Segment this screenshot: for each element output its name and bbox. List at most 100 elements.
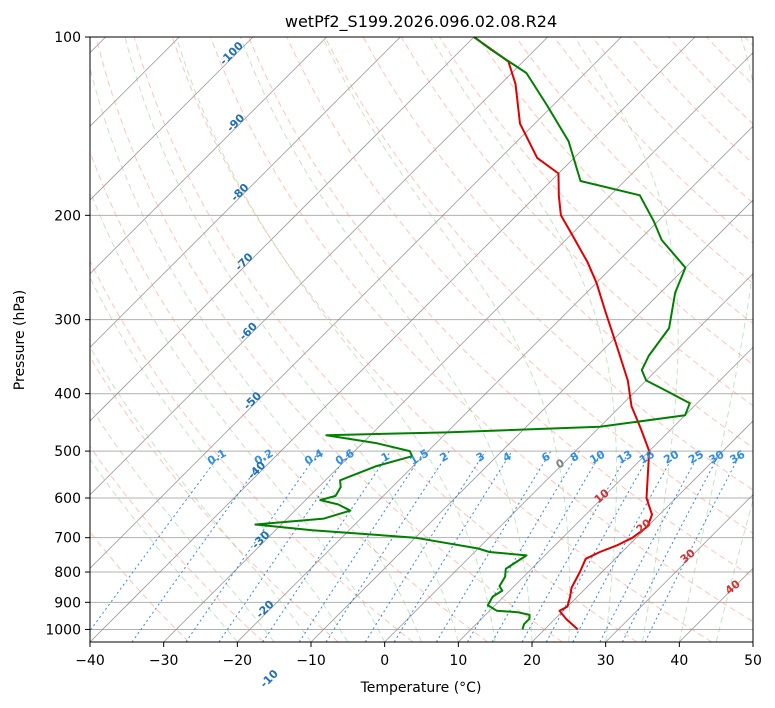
reference-lines [90,37,753,642]
isotherm-line [237,125,753,642]
mixing-ratio-label: 0.6 [333,446,357,467]
data-series [254,37,691,631]
moist-adiabat-line [90,189,386,642]
dry-adiabat-line [553,37,753,244]
isotherm-line [679,567,753,642]
y-tick-label: 600 [54,491,81,507]
mixing-ratio-line [572,450,677,642]
isotherm-line [90,37,696,642]
x-tick-label: −20 [223,653,253,669]
mixing-ratio-label: 6 [539,449,552,464]
moist-adiabat-line [175,37,496,642]
temperature-label: 40 [723,577,743,597]
y-tick-label: 900 [54,595,81,611]
dry-adiabat-line [210,37,753,623]
mixing-ratio-line [621,450,722,642]
x-tick-label: 50 [744,653,762,669]
mixing-ratio-label: 20 [661,448,681,467]
moist-adiabat-line [430,37,617,642]
x-tick-label: 10 [449,653,467,669]
y-tick-label: 500 [54,444,81,460]
dry-adiabat-line [90,259,414,642]
isotherm-line [90,37,254,201]
y-axis: 1000 900 800 700 600 500 400 300 200 100 [45,30,90,638]
moist-adiabat-line [322,37,571,642]
moist-adiabat-line [574,37,679,642]
moist-adiabat-line [715,498,753,642]
dry-adiabat-line [171,37,712,642]
isotherm-line [531,420,753,642]
isotherm-line [90,37,327,275]
isotherm-value-label: -70 [232,250,255,273]
x-axis-title: Temperature (°C) [360,680,482,696]
mixing-ratio-label: 1.5 [408,447,431,468]
moist-adiabat-line [90,345,312,642]
mixing-ratio-line [364,450,486,642]
moist-adiabat-line [239,37,533,642]
x-tick-label: −40 [75,653,105,669]
moist-adiabat-line [90,458,238,642]
temperature-profile-line [473,37,653,631]
dry-adiabat-line [90,445,264,642]
isotherm-line [752,641,753,642]
dry-adiabat-line [95,37,563,642]
moist-adiabat-line [90,276,349,642]
x-tick-label: −10 [296,653,326,669]
isotherm-line [605,494,753,642]
zero-label: 0 [554,456,567,471]
isotherm-line [90,37,401,348]
mixing-ratio-label: 10 [587,448,607,467]
moist-adiabat-line [90,65,422,642]
mixing-ratio-line [491,450,603,642]
temperature-label: 10 [592,486,612,506]
dry-adiabat-line [515,37,753,284]
mixing-ratio-line [90,450,223,632]
x-tick-label: −30 [149,653,179,669]
y-tick-label: 200 [54,208,81,224]
dry-adiabat-line [90,150,488,642]
mixing-ratio-line [644,450,743,642]
y-tick-label: 300 [54,313,81,329]
moist-adiabat-line [678,37,753,642]
plot-frame [89,36,754,643]
isotherm-value-label: -100 [217,39,246,68]
mixing-ratio-label: 0.4 [302,446,326,467]
y-tick-label: 800 [54,565,81,581]
dry-adiabat-line [286,37,753,534]
mixing-ratio-line [218,450,351,642]
y-tick-label: 400 [54,387,81,403]
y-tick-label: 700 [54,531,81,547]
x-tick-label: 40 [670,653,688,669]
mixing-ratio-label: 25 [686,448,706,467]
dry-adiabat-line [744,37,753,47]
isotherm-value-label: -50 [241,389,264,412]
isotherm-value-label: -10 [258,667,281,690]
isotherm-line [310,199,753,642]
mixing-ratio-line [545,450,653,642]
dewpoint-profile-line [254,37,691,630]
mixing-ratio-line [185,450,320,642]
isotherm-line [90,37,622,569]
dry-adiabat-line [324,37,753,491]
dry-adiabat-line [90,356,339,642]
mixing-ratio-label: 4 [501,449,514,464]
isotherm-line [458,346,753,642]
mixing-ratio-label: 13 [615,448,635,467]
chart-title: wetPf2_S199.2026.096.02.08.R24 [285,12,557,32]
isotherm-value-label: -30 [249,528,272,551]
dry-adiabat-line [706,37,753,86]
dry-adiabat-line [90,531,190,642]
isotherm-line [90,37,475,422]
mixing-ratio-line [599,450,701,642]
isotherm-value-label: -20 [253,597,276,620]
isotherm-line [90,37,548,496]
isotherm-line [384,273,753,642]
dry-adiabat-line [133,37,638,642]
moist-adiabat-line [124,37,459,642]
mixing-ratio-label: 36 [727,448,747,467]
mixing-ratio-label: 3 [474,450,487,465]
y-axis-title: Pressure (hPa) [12,290,28,390]
mixing-ratio-line [521,450,630,642]
mixing-ratio-line [393,450,513,642]
